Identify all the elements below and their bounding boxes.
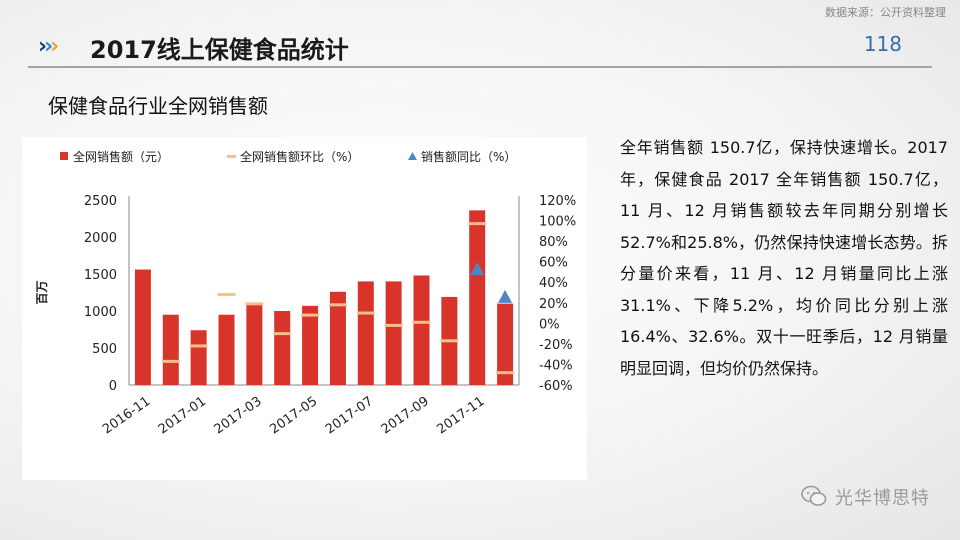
- chevrons-icon: ›››: [38, 34, 59, 59]
- legend-line-swatch: [227, 155, 236, 158]
- mom-marker: [328, 303, 347, 307]
- bar: [218, 314, 235, 385]
- summary-text: 全年销售额 150.7亿，保持快速增长。2017 年，保健食品 2017 全年销…: [620, 138, 948, 378]
- legend-label: 全网销售额（元）: [73, 149, 169, 164]
- y2-tick-label: 40%: [539, 276, 568, 291]
- mom-marker: [440, 339, 459, 343]
- bar: [302, 305, 319, 385]
- y2-tick-label: 20%: [539, 297, 568, 312]
- x-tick-label: 2016-11: [100, 394, 153, 437]
- section-subtitle: 保健食品行业全网销售额: [48, 94, 268, 118]
- y2-tick-label: 80%: [539, 235, 568, 250]
- page-number: 118: [863, 32, 902, 56]
- mom-marker: [189, 344, 208, 348]
- chart-svg: 全网销售额（元） 全网销售额环比（%） 销售额同比（%） 2500 2000 1500 10…: [35, 149, 576, 437]
- mom-marker: [301, 313, 320, 317]
- bar: [134, 269, 151, 385]
- yoy-marker: [498, 289, 513, 303]
- watermark-text: 光华博思特: [835, 488, 930, 509]
- header-bar: ››› 2017线上保健食品统计 118: [0, 22, 960, 68]
- x-tick-label: 2017-09: [379, 394, 432, 437]
- legend-triangle-swatch: [408, 152, 417, 160]
- mom-marker: [217, 293, 236, 297]
- y2-tick-label: -20%: [539, 338, 573, 353]
- bar: [329, 291, 346, 385]
- bar: [385, 281, 402, 385]
- y-tick-label: 0: [109, 379, 117, 394]
- y-tick-label: 2000: [84, 231, 117, 246]
- mom-marker: [496, 371, 515, 375]
- y-tick-label: 1000: [84, 305, 117, 320]
- bar: [413, 275, 430, 385]
- y2-tick-label: -40%: [539, 358, 573, 373]
- y2-tick-label: 60%: [539, 256, 568, 271]
- mom-marker: [412, 320, 431, 324]
- mom-marker: [245, 302, 264, 306]
- y2-tick-label: 100%: [539, 215, 576, 230]
- mom-marker: [384, 323, 403, 327]
- bar: [274, 311, 291, 385]
- y-tick-label: 1500: [84, 268, 117, 283]
- bar: [357, 281, 374, 385]
- x-tick-label: 2017-05: [267, 394, 320, 437]
- mom-marker: [468, 222, 487, 226]
- bar: [246, 303, 263, 385]
- y2-tick-label: 0%: [539, 317, 560, 332]
- header-divider: [28, 66, 932, 68]
- legend-bar-swatch: [60, 152, 68, 160]
- sales-chart: 全网销售额（元） 全网销售额环比（%） 销售额同比（%） 2500 2000 1500 10…: [22, 137, 587, 480]
- bar: [469, 210, 486, 385]
- y2-tick-label: 120%: [539, 194, 576, 209]
- data-source-note: 数据来源：公开资料整理: [825, 6, 946, 19]
- bar: [162, 314, 179, 385]
- bar: [497, 303, 514, 385]
- bar: [190, 330, 207, 385]
- mom-marker: [356, 311, 375, 315]
- yoy-marker: [470, 262, 485, 276]
- x-tick-label: 2017-03: [212, 394, 265, 437]
- watermark: 光华博思特: [801, 484, 930, 510]
- x-tick-label: 2017-01: [156, 394, 209, 437]
- x-tick-label: 2017-07: [323, 394, 376, 437]
- legend-label: 销售额同比（%）: [421, 149, 516, 164]
- mom-marker: [273, 332, 292, 336]
- x-tick-label: 2017-11: [434, 394, 487, 437]
- y-tick-label: 2500: [84, 194, 117, 209]
- page-title: 2017线上保健食品统计: [90, 36, 349, 64]
- y2-tick-label: -60%: [539, 379, 573, 394]
- wechat-icon: [801, 485, 827, 506]
- mom-marker: [161, 359, 180, 363]
- legend-label: 全网销售额环比（%）: [240, 149, 359, 164]
- y-tick-label: 500: [92, 342, 117, 357]
- y-axis-label: 百万: [35, 280, 49, 304]
